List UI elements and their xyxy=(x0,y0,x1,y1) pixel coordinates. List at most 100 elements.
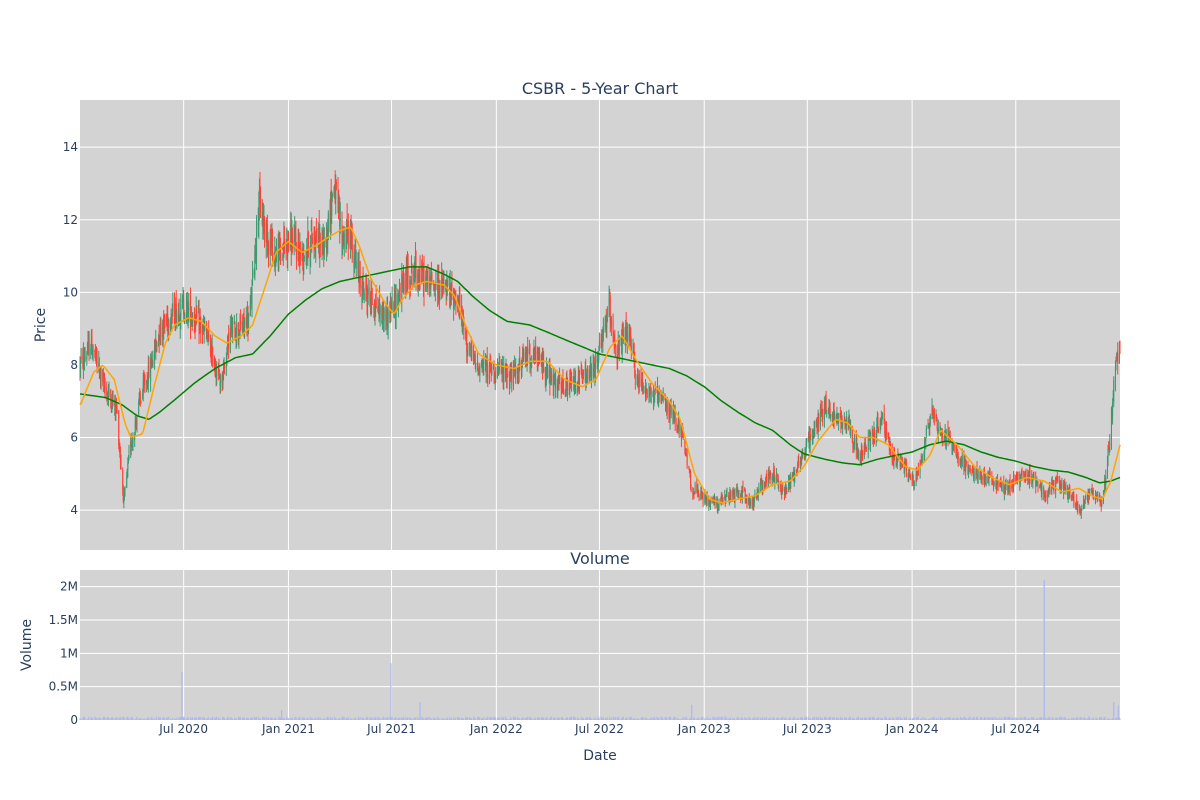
volume-bar xyxy=(535,718,537,720)
price-tick-label: 10 xyxy=(63,285,78,299)
candle-body xyxy=(339,218,341,221)
volume-bar xyxy=(402,717,404,720)
volume-bar xyxy=(1079,719,1081,720)
candle-body xyxy=(233,321,235,325)
candle-body xyxy=(197,312,199,314)
volume-bar xyxy=(1075,718,1077,720)
volume-bar xyxy=(960,716,962,720)
candle-body xyxy=(256,219,258,256)
volume-axis-title: Volume xyxy=(19,619,35,671)
candle-body xyxy=(385,323,387,326)
candle-body xyxy=(561,382,563,391)
candle-body xyxy=(311,233,313,242)
volume-bar xyxy=(720,717,722,720)
candle-body xyxy=(123,498,125,503)
candle-body xyxy=(270,240,272,249)
volume-bar xyxy=(455,718,457,720)
volume-bar xyxy=(923,716,925,720)
candle-body xyxy=(1049,488,1051,492)
volume-bar xyxy=(887,718,889,720)
candle-body xyxy=(486,356,488,377)
volume-bar xyxy=(514,716,516,720)
candle-body xyxy=(784,488,786,495)
volume-bar xyxy=(469,716,471,720)
volume-bar xyxy=(184,718,186,720)
volume-bar xyxy=(487,716,489,720)
volume-bar xyxy=(985,717,987,720)
price-plot-area[interactable] xyxy=(80,100,1120,550)
candle-body xyxy=(245,318,247,325)
candle-body xyxy=(563,386,565,395)
candle-body xyxy=(291,231,293,254)
volume-bar xyxy=(247,718,249,720)
volume-bar xyxy=(960,718,962,720)
volume-bar xyxy=(522,717,524,720)
volume-bar xyxy=(1076,718,1078,720)
candle-body xyxy=(721,497,723,502)
price-tick-label: 6 xyxy=(70,431,78,445)
volume-plot-area[interactable] xyxy=(80,570,1120,720)
volume-bar xyxy=(1092,719,1094,720)
candle-body xyxy=(218,368,220,372)
volume-bar xyxy=(876,718,878,720)
volume-bar xyxy=(355,717,357,720)
candle-body xyxy=(736,486,738,491)
volume-bar xyxy=(967,718,969,720)
volume-bar xyxy=(159,717,161,720)
candle-body xyxy=(1056,477,1058,479)
candle-body xyxy=(959,460,961,463)
volume-bar xyxy=(1087,718,1089,720)
volume-bar xyxy=(1067,719,1069,720)
candle-body xyxy=(1047,492,1049,494)
candle-body xyxy=(782,488,784,491)
candle-body xyxy=(158,331,160,341)
date-tick-label: Jan 2021 xyxy=(261,722,315,736)
volume-bar xyxy=(439,719,441,720)
candle-body xyxy=(991,478,993,481)
candle-body xyxy=(431,276,433,282)
volume-bar xyxy=(662,719,664,720)
volume-bar xyxy=(397,718,399,720)
volume-bar xyxy=(1047,718,1049,720)
volume-bar xyxy=(239,718,241,720)
candle-body xyxy=(650,389,652,395)
candle-body xyxy=(728,495,730,500)
volume-bar xyxy=(594,717,596,720)
candle-body xyxy=(696,488,698,493)
volume-bar xyxy=(187,717,189,720)
volume-bar xyxy=(279,716,281,720)
volume-bar xyxy=(565,719,567,720)
volume-bar xyxy=(560,717,562,720)
candle-body xyxy=(415,265,417,278)
volume-bar xyxy=(919,719,921,720)
volume-bar xyxy=(555,718,557,720)
volume-bar xyxy=(577,718,579,720)
volume-bar xyxy=(474,718,476,720)
candle-body xyxy=(1036,481,1038,484)
candle-body xyxy=(323,231,325,258)
volume-bar xyxy=(1039,717,1041,720)
candle-body xyxy=(538,352,540,354)
volume-bar xyxy=(213,717,215,720)
volume-bar xyxy=(761,718,763,720)
volume-bar xyxy=(721,716,723,720)
volume-bar xyxy=(483,716,485,720)
volume-bar xyxy=(493,718,495,720)
volume-bar xyxy=(852,718,854,720)
candle-body xyxy=(80,361,82,368)
candle-body xyxy=(1072,495,1074,500)
volume-bar xyxy=(981,718,983,720)
volume-bar xyxy=(111,717,113,720)
volume-bar xyxy=(996,718,998,720)
candle-body xyxy=(435,272,437,286)
candle-body xyxy=(1112,399,1114,401)
volume-bar xyxy=(784,718,786,720)
volume-bar xyxy=(818,716,820,720)
volume-bar xyxy=(191,718,193,720)
volume-bar xyxy=(383,717,385,720)
volume-bar xyxy=(831,717,833,720)
volume-bar xyxy=(358,717,360,720)
volume-bar xyxy=(945,717,947,720)
candle-body xyxy=(223,365,225,379)
volume-bar xyxy=(517,717,519,720)
